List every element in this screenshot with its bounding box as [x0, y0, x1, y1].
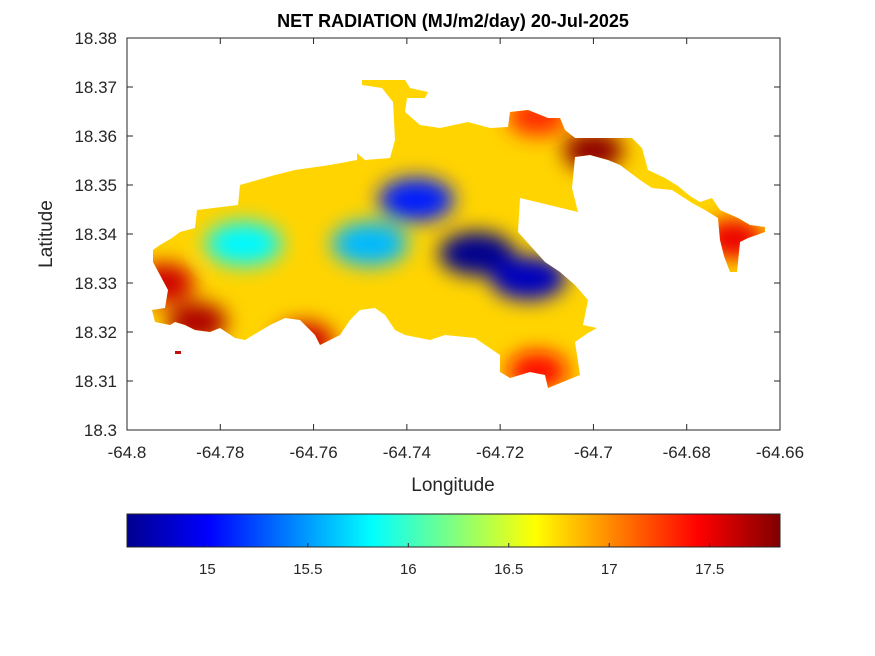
colorbar-tick-label: 17: [601, 561, 618, 578]
x-tick-label: -64.78: [196, 443, 244, 462]
islet-marker: [175, 351, 181, 354]
x-tick-label: -64.7: [574, 443, 613, 462]
y-tick-label: 18.34: [74, 225, 117, 244]
x-tick-label: -64.8: [108, 443, 147, 462]
y-tick-label: 18.31: [74, 372, 117, 391]
y-tick-label: 18.33: [74, 274, 117, 293]
heatmap-hotspot: [438, 231, 515, 276]
y-tick-label: 18.32: [74, 323, 117, 342]
colorbar-tick-label: 15: [199, 561, 216, 578]
x-tick-label: -64.74: [383, 443, 431, 462]
heatmap-hotspot: [331, 221, 408, 266]
y-tick-label: 18.37: [74, 78, 117, 97]
y-axis-title: Latitude: [36, 200, 57, 268]
colorbar-tick-label: 15.5: [293, 561, 322, 578]
y-axis: 18.3 18.31 18.32 18.33 18.34 18.35 18.36 18.37 1…: [74, 29, 780, 440]
colorbar: [126, 513, 781, 548]
colorbar-ticks: 15 15.5 16 16.5 17 17.5: [199, 543, 724, 578]
y-tick-label: 18.38: [74, 29, 117, 48]
colorbar-tick-label: 16: [400, 561, 417, 578]
x-tick-label: -64.72: [476, 443, 524, 462]
y-tick-label: 18.3: [84, 421, 117, 440]
chart-title: NET RADIATION (MJ/m2/day) 20-Jul-2025: [277, 11, 629, 31]
x-axis: -64.8 -64.78 -64.76 -64.74 -64.72 -64.7 -64.68…: [108, 38, 804, 462]
x-tick-label: -64.66: [756, 443, 804, 462]
y-tick-label: 18.36: [74, 127, 117, 146]
y-tick-label: 18.35: [74, 176, 117, 195]
colorbar-tick-label: 17.5: [695, 561, 724, 578]
heatmap-hotspot: [152, 263, 195, 303]
x-tick-label: -64.76: [289, 443, 337, 462]
heatmap-hotspot: [205, 221, 282, 266]
x-tick-label: -64.68: [663, 443, 711, 462]
x-axis-title: Longitude: [411, 475, 494, 496]
colorbar-tick-label: 16.5: [494, 561, 523, 578]
heatmap-hotspot: [378, 177, 455, 222]
heatmap-hotspot: [490, 256, 567, 301]
